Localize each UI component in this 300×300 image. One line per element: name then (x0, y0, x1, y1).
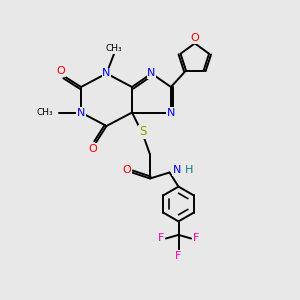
Text: F: F (175, 251, 182, 261)
Text: N: N (102, 68, 111, 79)
Text: O: O (88, 143, 98, 154)
Text: F: F (192, 233, 199, 244)
Text: O: O (56, 66, 65, 76)
Text: N: N (77, 107, 85, 118)
Text: N: N (147, 68, 156, 79)
Text: CH₃: CH₃ (36, 108, 53, 117)
Text: CH₃: CH₃ (106, 44, 122, 53)
Text: H: H (185, 165, 194, 175)
Text: O: O (122, 165, 131, 175)
Text: N: N (167, 107, 175, 118)
Text: O: O (190, 33, 199, 43)
Text: F: F (158, 233, 165, 244)
Text: S: S (139, 125, 146, 139)
Text: N: N (172, 165, 181, 175)
